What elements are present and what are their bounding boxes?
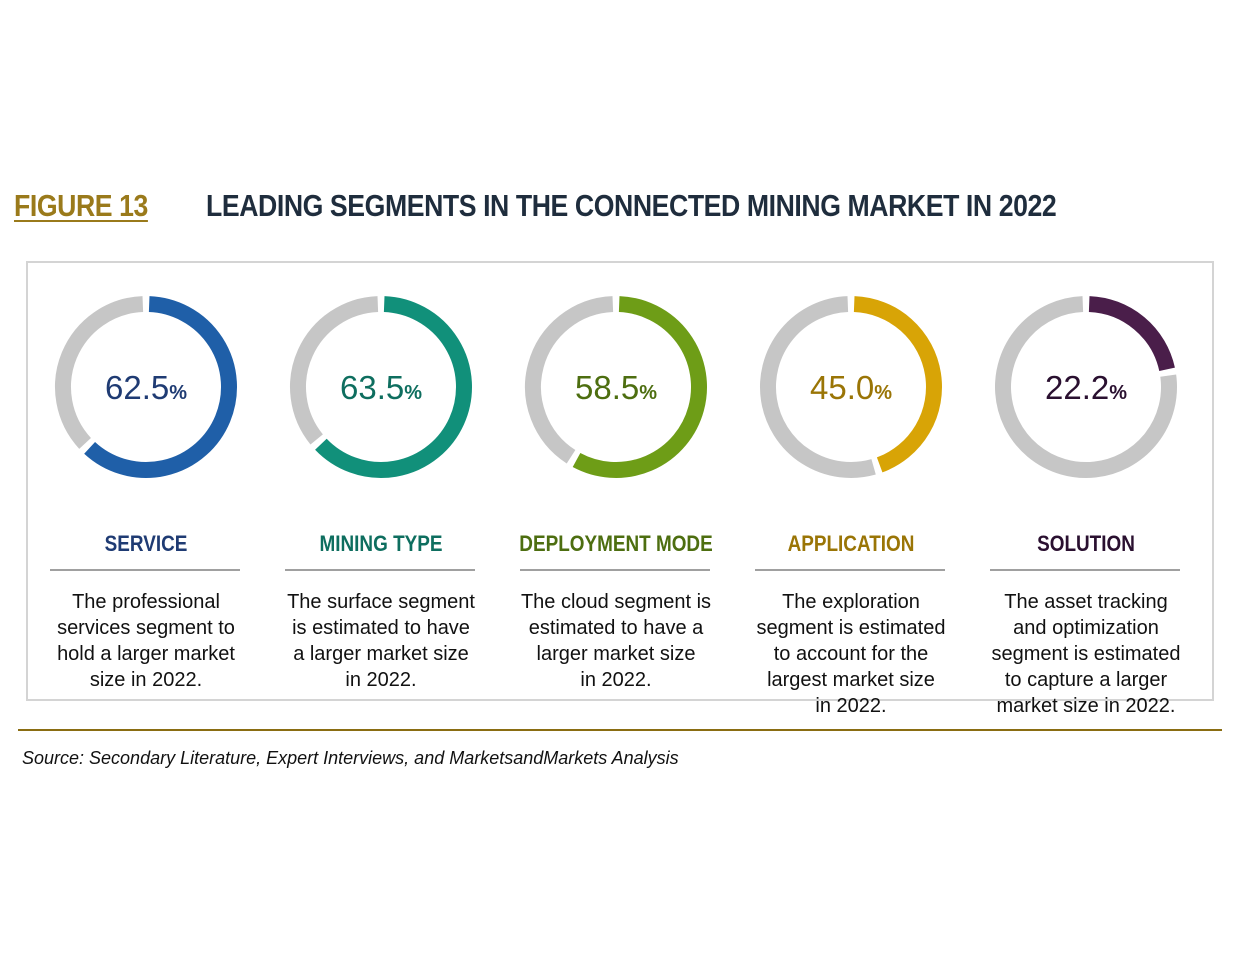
figure-label: FIGURE 13 (14, 188, 148, 223)
value-unit: % (1109, 382, 1127, 404)
donut-chart: 63.5% (290, 296, 472, 478)
description-line: to capture a larger (1004, 669, 1168, 691)
donut-value-arc (84, 296, 237, 478)
segment-card-1: 62.5% SERVICE The professional services seg… (28, 291, 264, 701)
description-line: segment is estimated (991, 643, 1181, 665)
segment-divider (50, 569, 240, 571)
donut-remainder-arc (290, 296, 379, 445)
value-number: 62.5 (105, 369, 169, 406)
donut-value-arc (853, 296, 942, 473)
description-line: The professional (72, 591, 220, 613)
value-number: 58.5 (575, 369, 639, 406)
segment-divider (755, 569, 945, 571)
source-note: Source: Secondary Literature, Expert Int… (22, 748, 679, 768)
description-line: hold a larger market (57, 643, 235, 665)
segment-description: The exploration segment is estimated to ac… (733, 589, 969, 719)
value-label: 45.0% (810, 369, 892, 406)
donut-remainder-arc (525, 296, 614, 464)
value-unit: % (639, 382, 657, 404)
description-line: The cloud segment is (520, 591, 712, 613)
segment-divider (990, 569, 1180, 571)
segment-name: DEPLOYMENT MODE (519, 531, 713, 556)
donut-remainder-arc (995, 296, 1177, 478)
segment-card-4: 45.0% APPLICATION The exploration segment i… (733, 291, 969, 717)
donut-value-arc (572, 296, 707, 478)
value-label: 22.2% (1045, 369, 1127, 406)
segment-divider (520, 569, 710, 571)
segment-description: The professional services segment to hold … (28, 589, 264, 693)
description-line: and optimization (1013, 617, 1159, 639)
segment-card-2: 63.5% MINING TYPE The surface segment is es… (263, 291, 499, 701)
donut-value-arc (315, 296, 472, 478)
donut-chart: 22.2% (995, 296, 1177, 478)
description-line: in 2022. (580, 669, 652, 691)
value-number: 22.2 (1045, 369, 1109, 406)
description-line: is estimated to have (292, 617, 470, 639)
description-line: in 2022. (815, 695, 887, 717)
value-number: 45.0 (810, 369, 874, 406)
segment-description: The cloud segment is estimated to have a l… (498, 589, 734, 693)
value-unit: % (874, 382, 892, 404)
footer-divider (18, 729, 1222, 731)
segment-description: The asset tracking and optimization segmen… (968, 589, 1204, 719)
description-line: services segment to (57, 617, 235, 639)
description-line: to account for the (773, 643, 929, 665)
donut-chart: 62.5% (55, 296, 237, 478)
donut-chart: 58.5% (525, 296, 707, 478)
figure-header: FIGURE 13 LEADING SEGMENTS IN THE CONNEC… (14, 188, 1234, 232)
donut-remainder-arc (55, 296, 144, 449)
value-label: 62.5% (105, 369, 187, 406)
donut-remainder-arc (760, 296, 876, 478)
value-label: 58.5% (575, 369, 657, 406)
value-number: 63.5 (340, 369, 404, 406)
description-line: segment is estimated (756, 617, 946, 639)
donut-value-arc (1088, 296, 1175, 372)
value-label: 63.5% (340, 369, 422, 406)
segment-card-3: 58.5% DEPLOYMENT MODE The cloud segment is… (498, 291, 734, 701)
segment-description: The surface segment is estimated to have a… (263, 589, 499, 693)
segment-name: SOLUTION (1037, 531, 1135, 556)
description-line: estimated to have a (528, 617, 704, 639)
segment-card-5: 22.2% SOLUTION The asset tracking and optim… (968, 291, 1204, 717)
description-line: largest market size (767, 669, 935, 691)
figure-title: LEADING SEGMENTS IN THE CONNECTED MINING… (206, 188, 1057, 223)
description-line: The surface segment (287, 591, 475, 613)
description-line: The asset tracking (1004, 591, 1168, 613)
description-line: size in 2022. (89, 669, 203, 691)
segment-name: APPLICATION (787, 531, 915, 556)
segment-name: MINING TYPE (319, 531, 443, 556)
description-line: a larger market size (293, 643, 469, 665)
value-unit: % (404, 382, 422, 404)
description-line: larger market size (536, 643, 696, 665)
description-line: market size in 2022. (996, 695, 1176, 717)
description-line: The exploration (782, 591, 920, 613)
segment-divider (285, 569, 475, 571)
segment-name: SERVICE (104, 531, 188, 556)
description-line: in 2022. (345, 669, 417, 691)
value-unit: % (169, 382, 187, 404)
donut-chart: 45.0% (760, 296, 942, 478)
segments-panel: 62.5% SERVICE The professional services seg… (26, 261, 1214, 717)
